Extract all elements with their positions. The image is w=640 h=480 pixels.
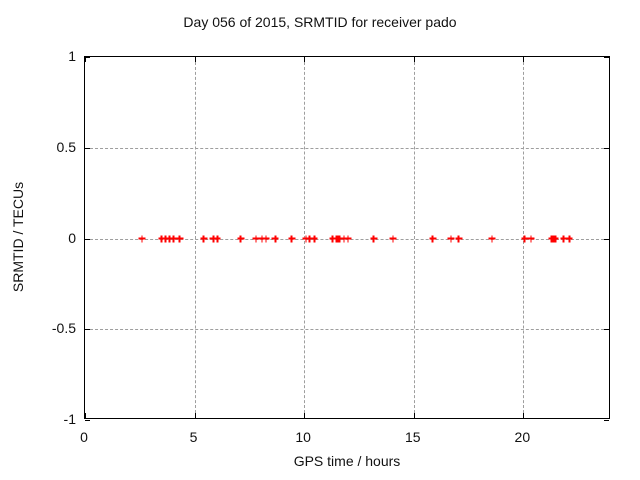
y-tick-mark: [604, 147, 609, 149]
data-point: [336, 235, 344, 242]
x-axis-label: GPS time / hours: [293, 453, 401, 469]
gridline-x-15: [413, 57, 415, 418]
data-point: [565, 235, 573, 242]
data-point: [271, 235, 279, 242]
data-point: [302, 235, 310, 242]
chart-title: Day 056 of 2015, SRMTID for receiver pad…: [183, 14, 457, 30]
data-point: [138, 235, 146, 242]
data-point: [162, 235, 170, 242]
x-tick-mark: [85, 57, 86, 62]
y-tick-label: 1: [68, 48, 76, 64]
y-tick-label: -1: [63, 411, 76, 427]
x-tick-mark: [85, 413, 86, 418]
data-point: [252, 235, 260, 242]
data-point: [488, 235, 496, 242]
data-point: [447, 235, 455, 242]
gridline-x-10: [304, 57, 306, 418]
data-point: [370, 235, 378, 242]
data-point: [551, 235, 559, 242]
data-point: [213, 235, 221, 242]
data-point: [521, 235, 529, 242]
x-tick-mark: [413, 57, 415, 62]
x-tick-mark: [413, 413, 415, 418]
x-tick-mark: [304, 413, 306, 418]
y-tick-mark: [604, 238, 609, 240]
data-point: [310, 235, 318, 242]
y-tick-mark: [85, 147, 90, 149]
data-point: [209, 235, 217, 242]
data-point: [340, 235, 348, 242]
data-point: [237, 235, 245, 242]
data-point: [455, 235, 463, 242]
data-point: [166, 235, 174, 242]
y-tick-mark: [85, 238, 90, 240]
data-point: [344, 235, 352, 242]
x-tick-mark: [523, 57, 525, 62]
data-point: [262, 235, 270, 242]
x-tick-label: 20: [514, 429, 531, 445]
x-tick-mark: [304, 57, 306, 62]
x-tick-label: 15: [404, 429, 421, 445]
data-point: [176, 235, 184, 242]
y-tick-mark: [85, 420, 90, 421]
y-tick-mark: [85, 57, 90, 58]
x-tick-mark: [523, 413, 525, 418]
data-point: [306, 235, 314, 242]
gridline-x-20: [523, 57, 525, 418]
data-point: [158, 235, 166, 242]
data-point: [429, 235, 437, 242]
y-tick-label: 0.5: [56, 138, 76, 155]
plot-area: [84, 56, 610, 421]
data-point: [288, 235, 296, 242]
data-point: [258, 235, 266, 242]
x-tick-label: 5: [189, 429, 198, 445]
y-tick-mark: [604, 329, 609, 331]
data-point: [200, 235, 208, 242]
gridline-y-0.5: [85, 147, 609, 149]
y-tick-mark: [604, 420, 609, 421]
x-tick-mark: [194, 57, 196, 62]
gridline-x-5: [194, 57, 196, 418]
data-point: [329, 235, 337, 242]
y-tick-label: 0: [68, 229, 76, 246]
y-tick-mark: [85, 329, 90, 331]
x-tick-mark: [194, 413, 196, 418]
data-point: [560, 235, 568, 242]
data-point: [389, 235, 397, 242]
data-point: [527, 235, 535, 242]
y-tick-mark: [604, 57, 609, 58]
y-tick-label: -0.5: [51, 320, 76, 337]
x-tick-label: 10: [295, 429, 311, 445]
data-point: [170, 235, 178, 242]
gridline-y--0.5: [85, 329, 609, 331]
x-tick-label: 0: [80, 429, 88, 445]
